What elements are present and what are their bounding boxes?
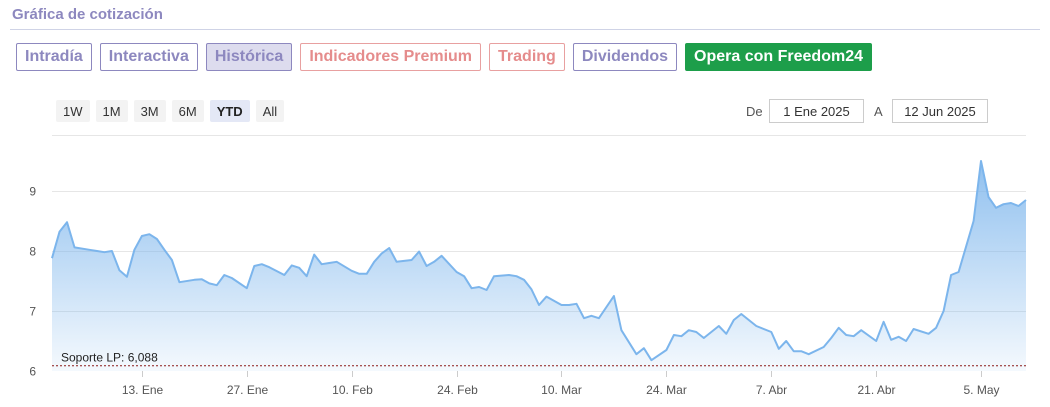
x-tick-label: 24. Mar: [646, 383, 687, 397]
title-divider: [10, 29, 1040, 30]
date-to-label: A: [874, 104, 883, 119]
x-tick-label: 7. Abr: [756, 383, 787, 397]
x-tick-label: 24. Feb: [437, 383, 478, 397]
y-tick-label: 9: [29, 185, 36, 199]
tab-historica[interactable]: Histórica: [205, 43, 293, 71]
chart-tabs: Intradía Interactiva Histórica Indicador…: [16, 43, 872, 71]
x-tick-label: 5. May: [963, 383, 999, 397]
series-area-fill: [52, 161, 1026, 371]
x-tick-label: 10. Mar: [541, 383, 582, 397]
range-button-1w[interactable]: 1W: [56, 100, 90, 122]
series-line: [51, 160, 1027, 362]
tab-dividendos[interactable]: Dividendos: [572, 43, 678, 71]
x-tick-label: 13. Ene: [122, 383, 164, 397]
range-button-3m[interactable]: 3M: [133, 100, 166, 122]
freedom24-cta-button[interactable]: Opera con Freedom24: [685, 43, 872, 71]
range-button-all[interactable]: All: [255, 100, 285, 122]
tab-intradia[interactable]: Intradía: [16, 43, 92, 71]
x-tick-label: 21. Abr: [857, 383, 895, 397]
range-button-1m[interactable]: 1M: [95, 100, 128, 122]
range-button-ytd[interactable]: YTD: [209, 100, 250, 122]
x-tick-label: 10. Feb: [332, 383, 373, 397]
tab-indicadores-premium[interactable]: Indicadores Premium: [300, 43, 482, 71]
y-tick-label: 8: [29, 245, 36, 259]
section-title: Gráfica de cotización: [12, 6, 163, 23]
y-tick-label: 6: [29, 365, 36, 379]
date-from-label: De: [746, 104, 763, 119]
range-button-6m[interactable]: 6M: [171, 100, 204, 122]
date-from-input[interactable]: 1 Ene 2025: [769, 99, 864, 123]
tab-trading[interactable]: Trading: [489, 43, 565, 71]
support-line-label: Soporte LP: 6,088: [61, 351, 158, 365]
y-tick-label: 7: [29, 305, 36, 319]
x-tick-label: 27. Ene: [227, 383, 269, 397]
tab-interactiva[interactable]: Interactiva: [99, 43, 198, 71]
date-to-input[interactable]: 12 Jun 2025: [892, 99, 988, 123]
range-selector: 1W 1M 3M 6M YTD All: [56, 100, 285, 122]
